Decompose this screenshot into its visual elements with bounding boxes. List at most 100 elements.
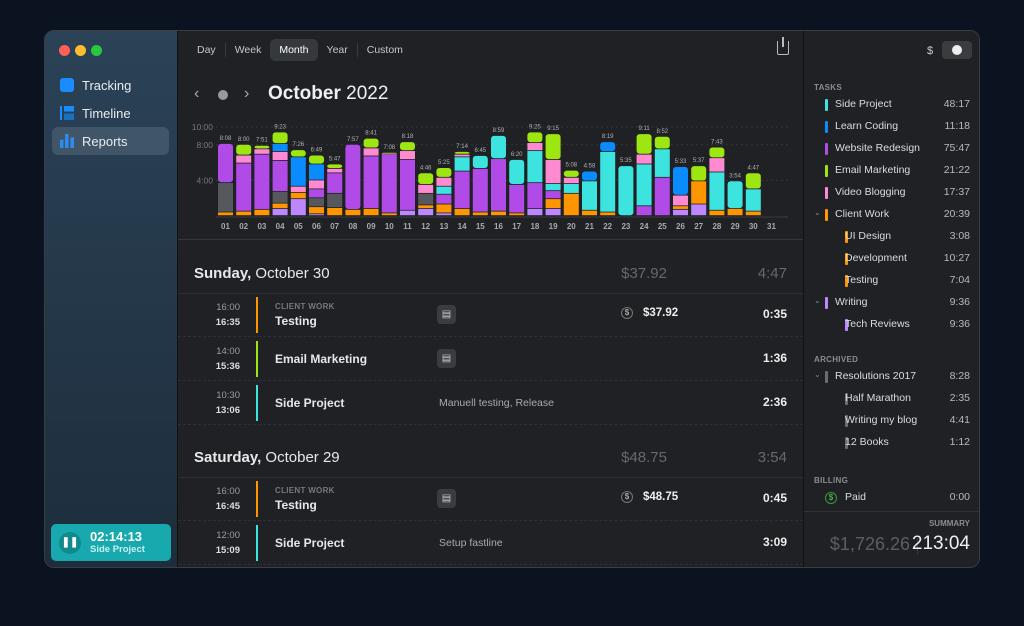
task-item[interactable]: $ Paid 0:00 [804, 488, 979, 508]
task-item[interactable]: Writing my blog 4:41 [804, 411, 979, 431]
bar-day-19[interactable] [545, 134, 561, 216]
bar-day-26[interactable] [673, 167, 688, 216]
monthly-chart: 10:00 8:00 4:00 8:08 01 8:00 02 7:51 03 9:23 04 7:2… [192, 122, 788, 231]
task-item[interactable]: Half Marathon 2:35 [804, 389, 979, 409]
task-item[interactable]: Tech Reviews 9:36 [804, 315, 979, 335]
bar-day-12[interactable] [418, 173, 434, 216]
table-row[interactable]: 14:00 15:36 Email Marketing ▤ 1:36 [178, 337, 803, 381]
task-item[interactable]: Testing 7:04 [804, 271, 979, 291]
running-timer[interactable]: ❚❚ 02:14:13 Side Project [51, 524, 171, 561]
chevron-down-icon[interactable]: ⌄ [814, 208, 821, 217]
bar-segment-archived [218, 183, 233, 212]
bar-day-24[interactable] [636, 134, 652, 216]
bar-day-14[interactable] [454, 151, 470, 216]
x-tick-label: 05 [294, 222, 303, 231]
bar-segment-email [563, 170, 579, 177]
table-row[interactable]: 12:00 15:09 Side Project Setup fastline … [178, 521, 803, 565]
task-color-swatch [825, 297, 828, 309]
bar-total-label: 8:00 [238, 137, 250, 143]
bar-day-27[interactable] [691, 166, 707, 216]
minimize-button[interactable] [75, 45, 86, 56]
bar-day-21[interactable] [582, 171, 597, 216]
tab-day[interactable]: Day [197, 44, 216, 56]
day-money: $37.92 [621, 265, 667, 282]
bar-day-01[interactable] [218, 143, 233, 216]
end-time: 13:06 [215, 405, 240, 416]
bar-day-02[interactable] [236, 144, 252, 216]
table-row[interactable]: 16:00 16:35 CLIENT WORK Testing ▤ $ $37.9… [178, 293, 803, 337]
bar-day-13[interactable] [436, 167, 452, 216]
note-icon[interactable]: ▤ [437, 305, 456, 324]
bar-day-29[interactable] [727, 181, 743, 216]
task-item[interactable]: Video Blogging 17:37 [804, 183, 979, 203]
note-icon[interactable]: ▤ [437, 489, 456, 508]
task-item[interactable]: Development 10:27 [804, 249, 979, 269]
bar-segment-web [254, 154, 270, 209]
task-item[interactable]: UI Design 3:08 [804, 227, 979, 247]
bar-day-23[interactable] [618, 166, 634, 216]
sidebar-item-reports[interactable]: Reports [52, 127, 169, 155]
task-item[interactable]: Side Project 48:17 [804, 95, 979, 115]
share-icon[interactable] [777, 37, 789, 55]
bar-day-04[interactable] [272, 132, 288, 216]
currency-toggle[interactable]: $ [927, 45, 934, 57]
bar-day-16[interactable] [491, 135, 506, 216]
task-name: Tech Reviews [845, 318, 910, 330]
pause-icon[interactable]: ❚❚ [59, 531, 81, 554]
previous-month-button[interactable]: ‹ [194, 85, 200, 102]
today-button[interactable] [218, 90, 228, 100]
bar-day-06[interactable] [309, 155, 324, 216]
task-item[interactable]: ⌄ Writing 9:36 [804, 293, 979, 313]
note-icon[interactable]: ▤ [437, 349, 456, 368]
task-item[interactable]: ⌄ Resolutions 2017 8:28 [804, 367, 979, 387]
bar-day-25[interactable] [654, 136, 670, 216]
tab-custom[interactable]: Custom [366, 44, 403, 56]
task-item[interactable]: Email Marketing 21:22 [804, 161, 979, 181]
bar-day-11[interactable] [400, 142, 415, 216]
bar-day-22[interactable] [600, 142, 616, 216]
task-item[interactable]: 12 Books 1:12 [804, 433, 979, 453]
bar-day-15[interactable] [472, 155, 488, 216]
task-value: 9:36 [949, 296, 970, 308]
x-tick-label: 15 [476, 222, 485, 231]
bar-day-05[interactable] [290, 150, 306, 216]
bar-total-label: 8:18 [402, 134, 414, 140]
tab-month[interactable]: Month [270, 39, 318, 61]
task-name: Learn Coding [835, 120, 899, 132]
bar-segment-email [654, 136, 670, 149]
x-tick-label: 07 [330, 222, 339, 231]
bar-day-20[interactable] [563, 170, 579, 216]
bar-day-17[interactable] [509, 159, 525, 216]
bar-segment-side [509, 159, 525, 185]
chevron-down-icon[interactable]: ⌄ [814, 296, 821, 305]
x-tick-label: 21 [585, 222, 594, 231]
bar-day-18[interactable] [527, 132, 543, 216]
time-toggle[interactable] [942, 41, 972, 59]
table-row[interactable]: 10:30 13:06 Side Project Manuell testing… [178, 381, 803, 425]
task-item[interactable]: Website Redesign 75:47 [804, 139, 979, 159]
task-item[interactable]: ⌄ Client Work 20:39 [804, 205, 979, 225]
tab-week[interactable]: Week [234, 44, 262, 56]
sidebar-item-tracking[interactable]: Tracking [52, 71, 169, 99]
chevron-down-icon[interactable]: ⌄ [814, 370, 821, 379]
bar-day-07[interactable] [327, 164, 343, 216]
zoom-button[interactable] [91, 45, 102, 56]
sidebar-item-timeline[interactable]: Timeline [52, 99, 169, 127]
task-color-swatch [825, 209, 828, 221]
bar-day-30[interactable] [745, 173, 761, 216]
bar-day-09[interactable] [363, 138, 379, 216]
bar-segment-client [454, 208, 470, 216]
bar-day-10[interactable] [381, 152, 397, 216]
x-tick-label: 27 [694, 222, 703, 231]
tab-year[interactable]: Year [326, 44, 348, 56]
bar-day-28[interactable] [709, 147, 725, 216]
bar-day-08[interactable] [345, 144, 361, 216]
next-month-button[interactable]: › [244, 85, 250, 102]
task-item[interactable]: Learn Coding 11:18 [804, 117, 979, 137]
bar-segment-writing [309, 214, 324, 216]
table-row[interactable]: 16:00 16:45 CLIENT WORK Testing ▤ $ $48.7… [178, 477, 803, 521]
bar-day-03[interactable] [254, 145, 270, 216]
task-name: Email Marketing [835, 164, 911, 176]
entry-note: Setup fastline [439, 537, 503, 549]
close-button[interactable] [59, 45, 70, 56]
